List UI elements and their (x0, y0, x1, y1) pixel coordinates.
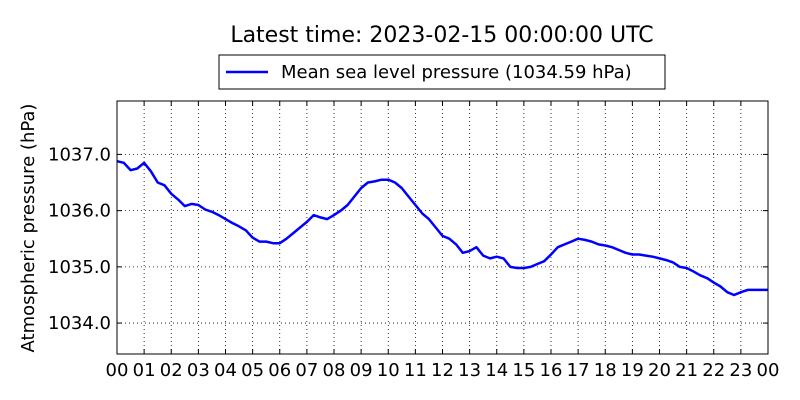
x-tick-label: 17 (567, 360, 590, 381)
x-tick-label: 03 (187, 360, 210, 381)
x-tick-label: 23 (729, 360, 752, 381)
x-tick-label: 15 (512, 360, 535, 381)
x-tick-label: 13 (458, 360, 481, 381)
x-tick-label: 19 (621, 360, 644, 381)
x-tick-label: 02 (160, 360, 183, 381)
y-axis-ticks: 1034.0 1035.0 1036.0 1037.0 (48, 144, 768, 334)
pressure-series-line (116, 159, 768, 297)
x-tick-label: 08 (323, 360, 346, 381)
x-tick-label: 01 (133, 360, 156, 381)
y-axis-label: Atmospheric pressure (hPa) (18, 104, 39, 353)
x-axis-ticks: 00 01 02 03 04 05 06 07 08 09 10 11 12 13 14 15 16 17 18 19… (106, 101, 780, 381)
x-tick-label: 12 (431, 360, 454, 381)
x-tick-label: 11 (404, 360, 427, 381)
chart-title: Latest time: 2023-02-15 00:00:00 UTC (230, 23, 653, 48)
y-tick-label: 1037.0 (48, 144, 111, 165)
legend: Mean sea level pressure (1034.59 hPa) (218, 54, 666, 90)
x-tick-label: 00 (106, 360, 129, 381)
legend-label: Mean sea level pressure (1034.59 hPa) (281, 62, 632, 83)
x-tick-label: 16 (540, 360, 563, 381)
x-tick-label: 14 (485, 360, 508, 381)
x-tick-label: 18 (594, 360, 617, 381)
plot-area-frame (116, 100, 769, 355)
y-tick-label: 1035.0 (48, 257, 111, 278)
grid (117, 101, 768, 354)
x-tick-label: 21 (675, 360, 698, 381)
x-tick-label: 05 (241, 360, 264, 381)
x-tick-label: 04 (214, 360, 237, 381)
x-tick-label: 09 (350, 360, 373, 381)
x-tick-label: 06 (268, 360, 291, 381)
x-tick-label: 07 (295, 360, 318, 381)
x-tick-label: 20 (648, 360, 671, 381)
y-tick-label: 1034.0 (48, 313, 111, 334)
legend-box (218, 54, 666, 90)
x-tick-label: 10 (377, 360, 400, 381)
y-tick-label: 1036.0 (48, 201, 111, 222)
x-tick-label: 22 (702, 360, 725, 381)
x-tick-label: 00 (757, 360, 780, 381)
